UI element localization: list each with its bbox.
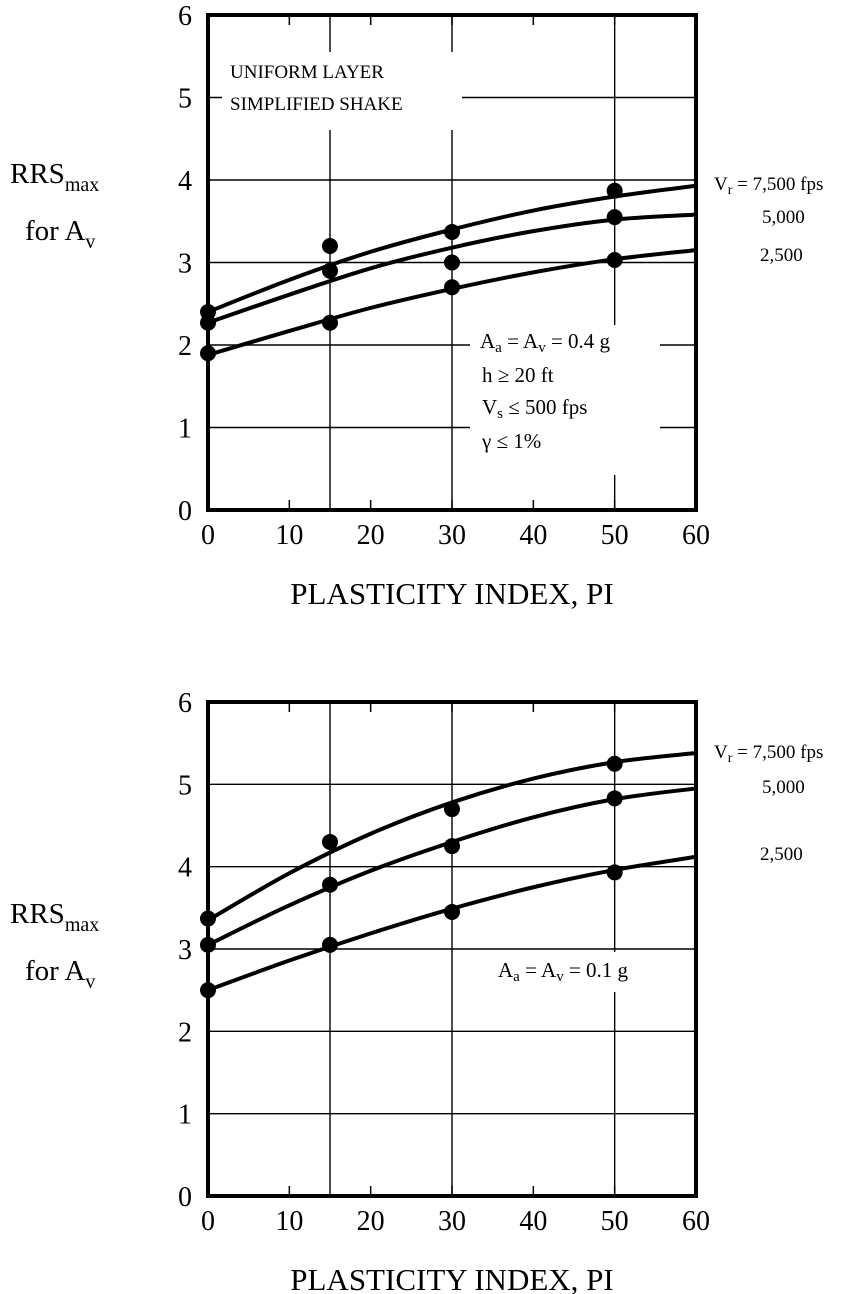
bottom-label-5000: 5,000 (762, 777, 805, 798)
top-points (200, 182, 623, 362)
top-x-tick-label-20: 20 (357, 520, 385, 551)
top-condition-gamma: γ ≤ 1% (481, 429, 541, 453)
bottom-y-tick-label-3: 3 (178, 935, 192, 966)
bottom-data-point-s2-1 (322, 936, 338, 953)
bottom-data-point-s0-1 (322, 833, 338, 850)
top-condition-h: h ≥ 20 ft (482, 363, 554, 387)
bottom-y-tick-labels: 0 1 2 3 4 5 6 (178, 688, 192, 1213)
top-label-5000: 5,000 (762, 207, 805, 228)
bottom-y-tick-label-0: 0 (178, 1182, 192, 1213)
top-label-2500: 2,500 (760, 245, 803, 266)
bottom-x-tick-label-40: 40 (519, 1206, 547, 1237)
top-x-tick-label-30: 30 (438, 520, 466, 551)
top-y-tick-label-3: 3 (178, 249, 192, 280)
bottom-x-tick-labels: 0 10 20 30 40 50 60 (201, 1206, 710, 1237)
bottom-x-tick-label-50: 50 (601, 1206, 629, 1237)
bottom-x-tick-label-30: 30 (438, 1206, 466, 1237)
bottom-y-tick-label-6: 6 (178, 688, 192, 719)
top-annotation-line-1: UNIFORM LAYER (230, 62, 384, 83)
top-y-tick-label-0: 0 (178, 496, 192, 527)
top-data-point-s2-2 (444, 279, 460, 296)
bottom-y-axis-label: RRSmax (10, 898, 99, 936)
top-x-tick-label-40: 40 (519, 520, 547, 551)
top-x-axis-label: PLASTICITY INDEX, PI (290, 576, 613, 611)
top-x-tick-label-60: 60 (682, 520, 710, 551)
top-y-tick-label-5: 5 (178, 84, 192, 115)
bottom-label-vr-7500: Vr = 7,500 fps (714, 742, 823, 766)
top-y-tick-label-1: 1 (178, 414, 192, 445)
bottom-data-point-s0-3 (606, 755, 623, 772)
top-data-point-s1-2 (444, 254, 460, 271)
bottom-x-tick-label-20: 20 (357, 1206, 385, 1237)
bottom-plot: 0 10 20 30 40 50 60 0 1 2 3 4 5 6 Aa = Av = 0.1 g Vr… (10, 688, 823, 1294)
top-x-tick-label-10: 10 (275, 520, 303, 551)
bottom-y-tick-label-4: 4 (178, 853, 192, 884)
bottom-x-tick-label-60: 60 (682, 1206, 710, 1237)
top-condition-aa-av: Aa = Av = 0.4 g (480, 329, 611, 356)
top-y-tick-label-4: 4 (178, 166, 192, 197)
top-plot-frame (206, 13, 698, 512)
bottom-data-point-s1-2 (444, 838, 460, 855)
top-data-point-s1-1 (322, 262, 338, 279)
top-label-vr-7500: Vr = 7,500 fps (714, 174, 823, 198)
top-condition-vs: Vs ≤ 500 fps (482, 395, 587, 422)
top-conditions-bg (470, 325, 660, 475)
bottom-x-tick-label-0: 0 (201, 1206, 215, 1237)
bottom-plot-frame (206, 700, 698, 1198)
bottom-data-point-s0-2 (444, 801, 460, 818)
top-data-point-s1-3 (606, 209, 623, 226)
bottom-label-2500: 2,500 (760, 844, 803, 865)
bottom-data-point-s1-3 (606, 790, 623, 807)
top-y-axis-label-line2: for Av (25, 215, 95, 253)
top-x-tick-label-50: 50 (601, 520, 629, 551)
top-annotation-line-2: SIMPLIFIED SHAKE (230, 94, 403, 115)
top-data-point-s2-1 (322, 314, 338, 331)
top-data-point-s0-3 (606, 182, 623, 199)
bottom-data-point-s2-2 (444, 903, 460, 920)
bottom-x-tick-label-10: 10 (275, 1206, 303, 1237)
bottom-y-tick-label-5: 5 (178, 770, 192, 801)
bottom-data-point-s2-3 (606, 864, 623, 881)
top-data-point-s0-1 (322, 238, 338, 254)
top-plot: 0 10 20 30 40 50 60 0 1 2 3 4 5 6 UNIFORM LAYER SIMP… (10, 1, 823, 611)
bottom-y-axis-label-line2: for Av (25, 955, 95, 993)
top-annotation-bg (222, 52, 462, 130)
bottom-grid (207, 702, 697, 1196)
top-y-axis-label: RRSmax (10, 158, 99, 196)
top-y-tick-label-2: 2 (178, 331, 192, 362)
bottom-conditions-bg (488, 952, 658, 992)
bottom-y-tick-label-2: 2 (178, 1017, 192, 1048)
bottom-x-axis-label: PLASTICITY INDEX, PI (290, 1262, 613, 1294)
top-y-tick-label-6: 6 (178, 1, 192, 32)
top-x-tick-label-0: 0 (201, 520, 215, 551)
top-x-tick-labels: 0 10 20 30 40 50 60 (201, 520, 710, 551)
top-y-tick-labels: 0 1 2 3 4 5 6 (178, 1, 192, 527)
top-data-point-s0-2 (444, 223, 460, 240)
bottom-condition-aa-av: Aa = Av = 0.1 g (498, 958, 629, 985)
bottom-y-tick-label-1: 1 (178, 1100, 192, 1131)
bottom-data-point-s1-1 (322, 876, 338, 893)
top-data-point-s2-3 (606, 252, 623, 269)
